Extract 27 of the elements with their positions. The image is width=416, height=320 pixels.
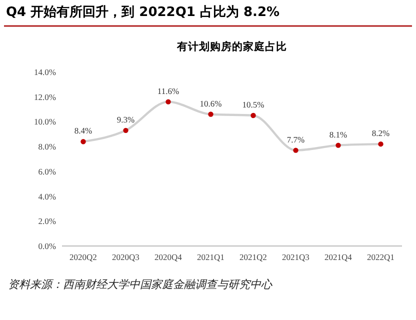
y-tick-label: 14.0% xyxy=(34,67,56,77)
data-label: 10.6% xyxy=(200,98,222,108)
data-label: 8.1% xyxy=(329,129,348,140)
text: 资料来源：西南财经大学中国家庭金融调查与研究中心 xyxy=(8,278,273,291)
x-tick-label: 2021Q1 xyxy=(197,252,224,262)
data-label: 8.4% xyxy=(74,126,92,136)
data-label: 8.2% xyxy=(372,128,390,138)
y-tick-label: 4.0% xyxy=(38,191,56,202)
x-tick-label: 2021Q4 xyxy=(324,252,353,262)
y-tick-label: 2.0% xyxy=(38,216,56,226)
chart-title: Q4 开始有所回升，到 2022Q1 占比为 8.2% xyxy=(6,4,280,20)
data-label: 11.6% xyxy=(157,86,180,96)
y-tick-label: 8.0% xyxy=(38,142,56,152)
x-tick-label: 2020Q4 xyxy=(154,252,183,262)
y-tick-label: 0.0% xyxy=(38,241,56,251)
x-tick-label: 2022Q1 xyxy=(367,252,394,262)
y-tick-label: 12.0% xyxy=(34,92,56,102)
y-tick-label: 6.0% xyxy=(38,166,56,176)
data-label: 7.7% xyxy=(286,134,305,144)
x-tick-label: 2020Q3 xyxy=(112,252,140,262)
y-tick-label: 10.0% xyxy=(34,116,56,127)
x-tick-label: 2021Q2 xyxy=(240,252,267,262)
x-tick-label: 2021Q3 xyxy=(282,252,310,262)
x-tick-label: 2020Q2 xyxy=(70,252,97,262)
data-label: 9.3% xyxy=(116,114,135,124)
chart-subtitle: 有计划购房的家庭占比 xyxy=(176,40,287,53)
data-label: 10.5% xyxy=(242,100,264,110)
